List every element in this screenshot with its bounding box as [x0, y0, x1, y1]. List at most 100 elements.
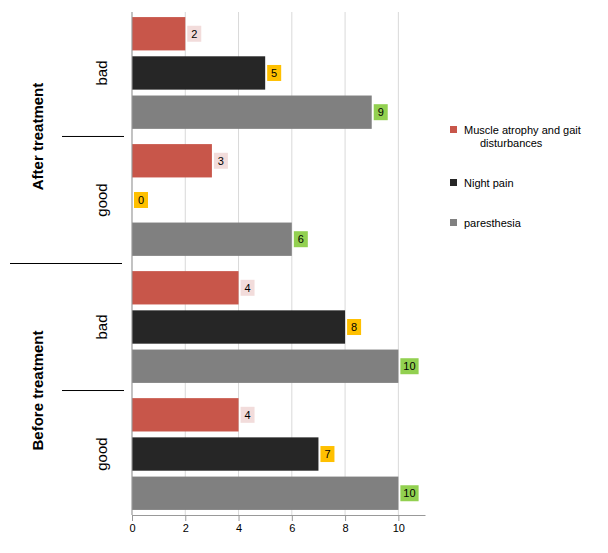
data-label: 9: [374, 104, 388, 120]
data-label-text: 10: [403, 487, 415, 499]
bar: [132, 398, 239, 431]
data-label-text: 7: [324, 448, 330, 460]
data-label-box: [187, 26, 201, 42]
data-label: 5: [267, 65, 281, 81]
tick: 2: [183, 515, 189, 534]
data-label-box: [134, 192, 148, 208]
bar: [132, 477, 398, 510]
category-label: good: [93, 437, 110, 470]
category-label: bad: [93, 60, 110, 85]
data-label-box: [347, 319, 361, 335]
tick-label: 4: [236, 522, 242, 534]
legend: Muscle atrophy and gaitdisturbances Night…: [450, 124, 581, 229]
tick-mark: [132, 515, 133, 521]
data-label-text: 9: [378, 106, 384, 118]
data-label-text: 0: [138, 194, 144, 206]
tick-label: 0: [129, 522, 135, 534]
data-label: 10: [400, 485, 418, 501]
data-label-box: [320, 446, 334, 462]
group-separator: [10, 263, 122, 264]
data-labels: 4 4 3 2 7 8 0 5 10 10 6 9: [134, 26, 419, 502]
data-label-box: [214, 153, 228, 169]
category-label: bad: [93, 314, 110, 339]
legend-marker: [450, 126, 457, 133]
data-label-text: 3: [218, 155, 224, 167]
data-label: 4: [241, 407, 255, 423]
category-separator: [62, 136, 124, 137]
bar: [132, 223, 292, 256]
group-labels: Before treatment After treatment: [10, 83, 124, 451]
category-labels: good bad good bad: [93, 60, 110, 470]
data-label-text: 6: [298, 233, 304, 245]
data-label-box: [400, 358, 418, 374]
y-axis-line: [132, 12, 133, 515]
legend-label: paresthesia: [464, 217, 522, 229]
category-label: good: [93, 183, 110, 216]
tick: 0: [129, 515, 135, 534]
tick-mark: [292, 515, 293, 521]
data-label: 2: [187, 26, 201, 42]
category-separator: [62, 390, 124, 391]
tick: 4: [236, 515, 242, 534]
legend-label: Muscle atrophy and gaitdisturbances: [464, 124, 581, 149]
data-label-text: 5: [271, 67, 277, 79]
data-label: 4: [241, 280, 255, 296]
data-label: 8: [347, 319, 361, 335]
bars: [132, 17, 398, 510]
bar: [132, 271, 239, 304]
tick-mark: [239, 515, 240, 521]
data-label-box: [241, 280, 255, 296]
bar: [132, 56, 265, 89]
grid-line: [132, 12, 133, 515]
legend-marker: [450, 179, 457, 186]
x-axis: 0 2 4 6 8 10: [129, 515, 425, 534]
data-label-text: 8: [351, 321, 357, 333]
data-label: 6: [294, 231, 308, 247]
data-label-box: [241, 407, 255, 423]
data-label-box: [374, 104, 388, 120]
tick-mark: [345, 515, 346, 521]
grid-line: [345, 12, 346, 515]
bar: [132, 437, 318, 470]
legend-label-line: disturbances: [480, 137, 543, 149]
data-label-text: 4: [244, 282, 250, 294]
legend-item: Muscle atrophy and gaitdisturbances: [450, 124, 581, 149]
data-label-text: 4: [244, 409, 250, 421]
data-label: 3: [214, 153, 228, 169]
legend-label-line: Night pain: [464, 177, 514, 189]
tick-label: 6: [289, 522, 295, 534]
bar: [132, 310, 345, 343]
data-label-box: [294, 231, 308, 247]
grid-line: [398, 12, 399, 515]
tick-label: 2: [183, 522, 189, 534]
legend-label-line: paresthesia: [464, 217, 522, 229]
tick: 10: [393, 515, 405, 534]
group-label: After treatment: [29, 83, 46, 191]
tick: 6: [289, 515, 295, 534]
bar: [132, 96, 372, 129]
legend-label-line: Muscle atrophy and gait: [464, 124, 581, 136]
legend-item: Night pain: [450, 177, 514, 189]
data-label: 7: [320, 446, 334, 462]
tick-mark: [398, 515, 399, 521]
data-label-text: 10: [403, 360, 415, 372]
data-label-box: [400, 485, 418, 501]
grid: [132, 12, 398, 515]
legend-item: paresthesia: [450, 217, 522, 229]
legend-marker: [450, 219, 457, 226]
tick-label: 8: [343, 522, 349, 534]
data-label: 0: [134, 192, 148, 208]
bar: [132, 17, 185, 50]
tick-label: 10: [393, 522, 405, 534]
bar: [132, 144, 212, 177]
legend-label: Night pain: [464, 177, 514, 189]
tick: 8: [343, 515, 349, 534]
group-label: Before treatment: [29, 331, 46, 451]
chart: 024681044327805101069goodbadgoodbadBefor…: [0, 0, 608, 553]
bar: [132, 350, 398, 383]
tick-mark: [185, 515, 186, 521]
data-label-text: 2: [191, 28, 197, 40]
x-axis-line: [133, 515, 426, 516]
data-label-box: [267, 65, 281, 81]
data-label: 10: [400, 358, 418, 374]
